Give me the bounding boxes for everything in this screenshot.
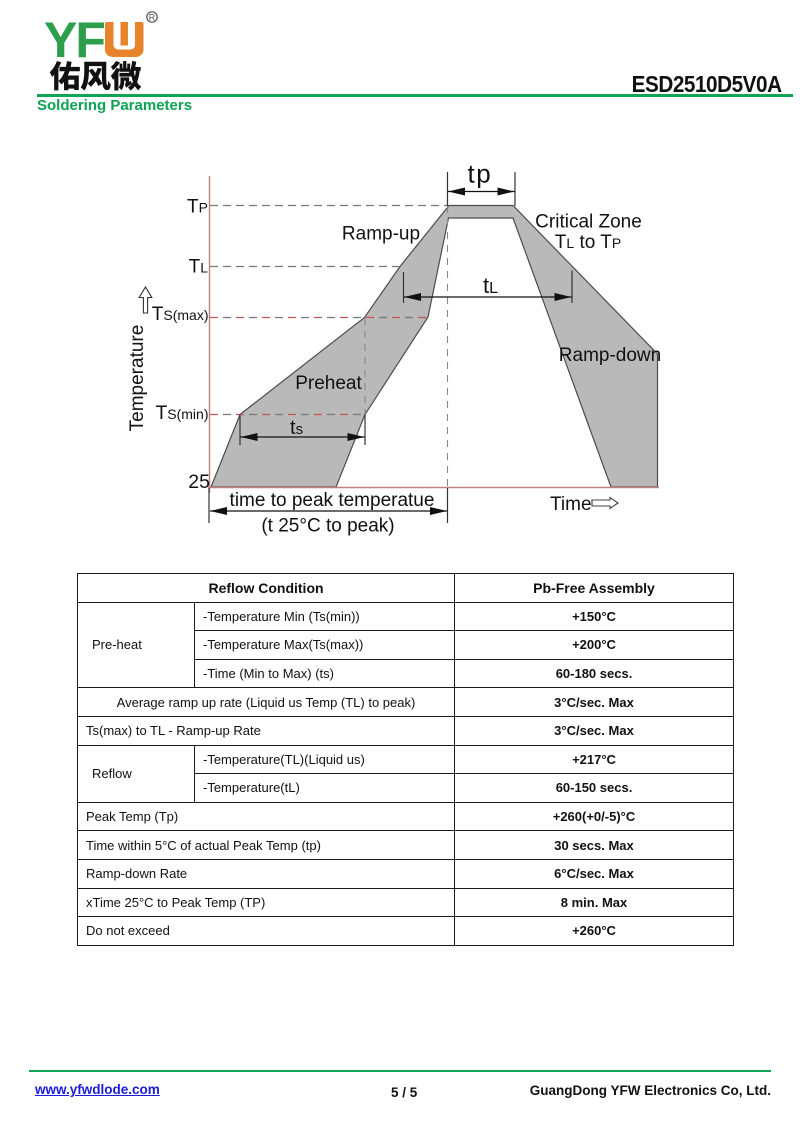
svg-text:TL to TP: TL to TP [555,232,621,253]
svg-text:Ramp-up: Ramp-up [342,224,420,245]
svg-text:Time: Time [550,494,592,515]
svg-text:Preheat: Preheat [295,373,362,394]
svg-text:tp: tp [468,159,493,189]
svg-text:Ramp-down: Ramp-down [559,345,661,366]
svg-text:TS(min): TS(min) [156,403,209,424]
svg-text:Critical Zone: Critical Zone [535,212,642,233]
svg-text:YF: YF [44,12,104,68]
svg-text:ts: ts [290,417,303,439]
svg-text:time to peak temperatue: time to peak temperatue [230,490,435,511]
svg-text:25: 25 [188,471,210,493]
svg-text:Temperature: Temperature [127,325,148,432]
svg-text:tL: tL [483,273,498,298]
svg-text:TL: TL [189,257,209,278]
svg-text:TS(max): TS(max) [152,304,209,325]
svg-text:TP: TP [187,197,208,218]
svg-text:(t 25°C to peak): (t 25°C to peak) [261,516,394,537]
svg-text:R: R [149,13,156,23]
